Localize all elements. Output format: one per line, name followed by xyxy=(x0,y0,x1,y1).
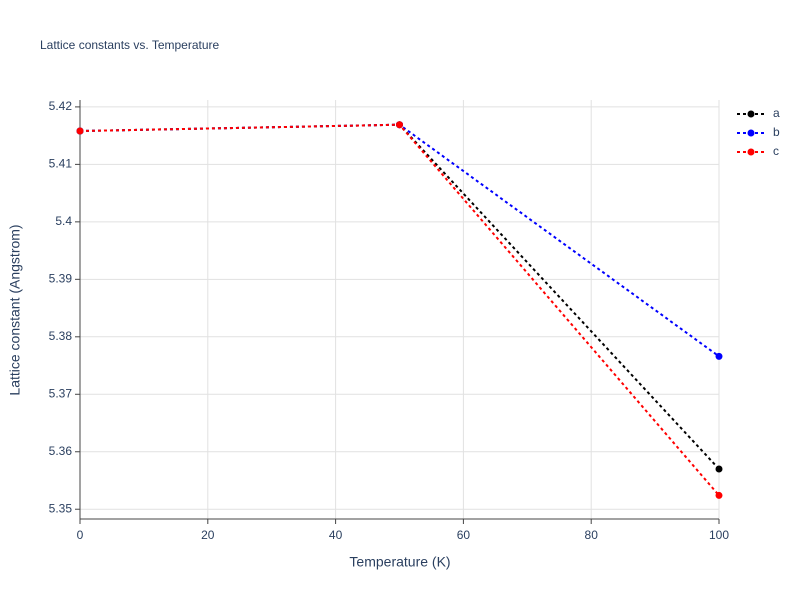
x-tick-label: 60 xyxy=(457,528,471,542)
x-tick-label: 40 xyxy=(329,528,343,542)
series-line xyxy=(79,123,720,470)
y-tick-label: 5.38 xyxy=(49,329,73,343)
y-tick-label: 5.42 xyxy=(49,99,73,113)
x-axis-title: Temperature (K) xyxy=(349,554,450,570)
data-point xyxy=(715,352,723,360)
data-point xyxy=(715,491,723,499)
legend-marker xyxy=(747,129,755,137)
series-line xyxy=(79,123,720,358)
legend-marker xyxy=(747,148,755,156)
y-axis-title: Lattice constant (Angstrom) xyxy=(7,224,23,395)
legend-marker xyxy=(747,110,755,118)
x-tick-label: 100 xyxy=(709,528,729,542)
data-point xyxy=(715,465,723,473)
chart-title: Lattice constants vs. Temperature xyxy=(40,38,220,52)
series-line xyxy=(79,123,720,497)
y-tick-label: 5.41 xyxy=(49,157,73,171)
x-tick-label: 80 xyxy=(585,528,599,542)
y-tick-label: 5.37 xyxy=(49,386,73,400)
y-tick-label: 5.36 xyxy=(49,444,73,458)
x-tick-label: 0 xyxy=(77,528,84,542)
legend-label: c xyxy=(773,144,779,158)
y-tick-label: 5.4 xyxy=(55,214,72,228)
data-point xyxy=(76,127,84,135)
legend-label: b xyxy=(773,125,780,139)
x-tick-label: 20 xyxy=(201,528,215,542)
legend-label: a xyxy=(773,106,780,120)
y-tick-label: 5.39 xyxy=(49,271,73,285)
data-point xyxy=(396,121,403,129)
y-tick-label: 5.35 xyxy=(49,501,73,515)
